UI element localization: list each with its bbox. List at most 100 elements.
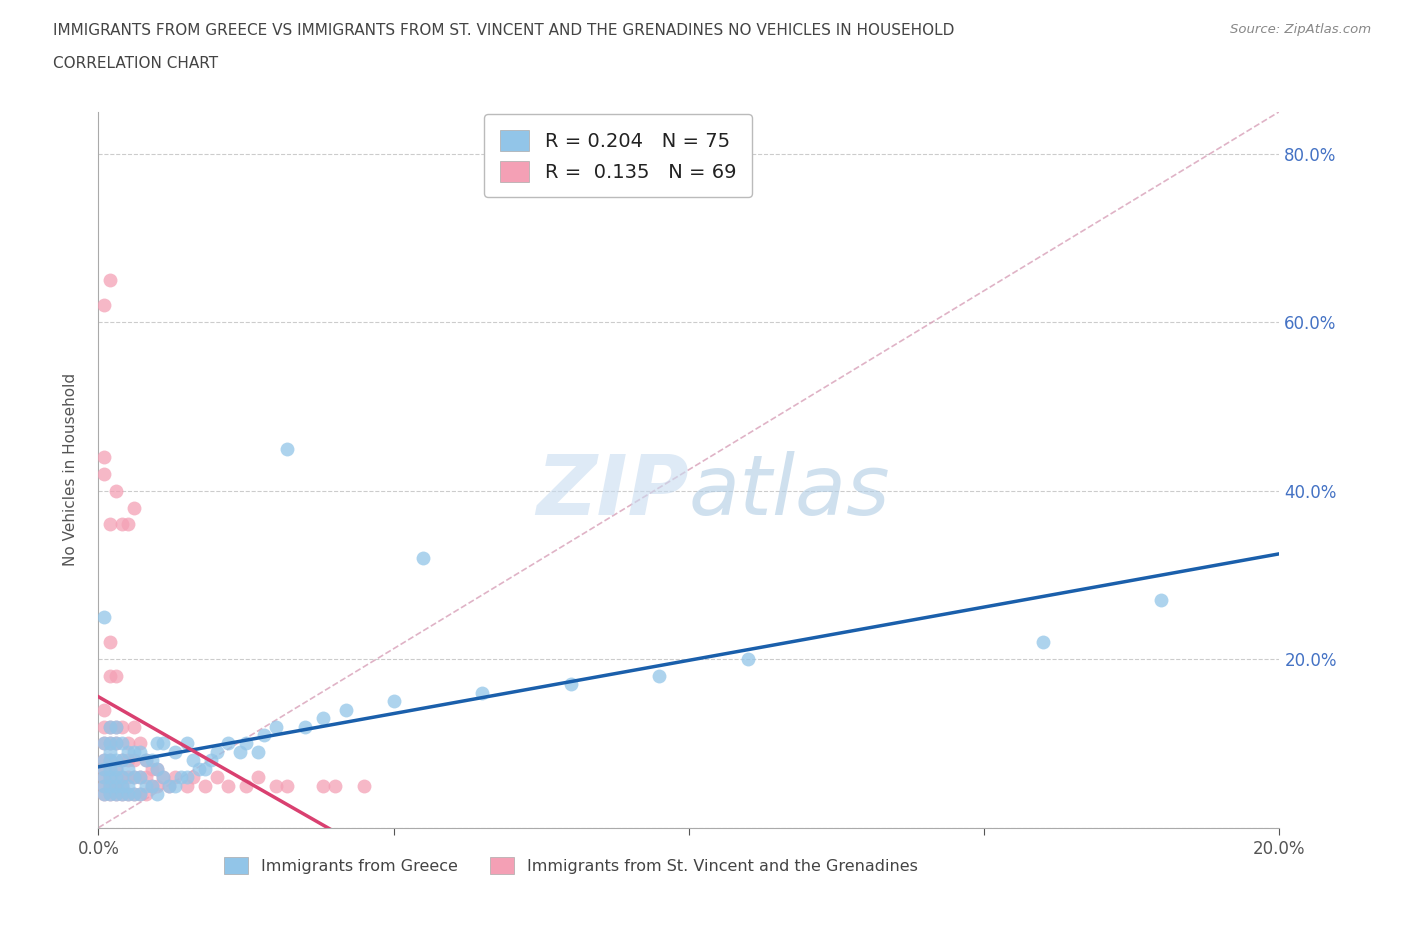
Point bbox=[111, 517, 134, 532]
Point bbox=[122, 770, 145, 785]
Point bbox=[128, 770, 150, 785]
Point bbox=[105, 736, 128, 751]
Point bbox=[105, 787, 128, 802]
Text: Source: ZipAtlas.com: Source: ZipAtlas.com bbox=[1230, 23, 1371, 36]
Point bbox=[235, 736, 257, 751]
Point bbox=[105, 762, 128, 777]
Point bbox=[648, 669, 671, 684]
Point bbox=[111, 778, 134, 793]
Point bbox=[200, 753, 222, 768]
Point bbox=[105, 778, 128, 793]
Point bbox=[128, 787, 150, 802]
Point bbox=[146, 787, 169, 802]
Point bbox=[117, 517, 139, 532]
Point bbox=[105, 719, 128, 734]
Text: IMMIGRANTS FROM GREECE VS IMMIGRANTS FROM ST. VINCENT AND THE GRENADINES NO VEHI: IMMIGRANTS FROM GREECE VS IMMIGRANTS FRO… bbox=[53, 23, 955, 38]
Point bbox=[117, 736, 139, 751]
Point bbox=[1032, 635, 1054, 650]
Point bbox=[312, 778, 335, 793]
Point bbox=[217, 778, 239, 793]
Point bbox=[93, 778, 115, 793]
Point bbox=[98, 744, 121, 759]
Point bbox=[93, 449, 115, 464]
Point bbox=[194, 762, 217, 777]
Point bbox=[128, 787, 150, 802]
Point bbox=[176, 736, 198, 751]
Point bbox=[187, 762, 209, 777]
Point bbox=[105, 484, 128, 498]
Point bbox=[93, 770, 115, 785]
Point bbox=[111, 753, 134, 768]
Point bbox=[93, 467, 115, 482]
Point bbox=[323, 778, 346, 793]
Point bbox=[412, 551, 434, 565]
Point bbox=[181, 753, 204, 768]
Point bbox=[335, 702, 357, 717]
Point bbox=[176, 770, 198, 785]
Point bbox=[105, 753, 128, 768]
Point bbox=[105, 719, 128, 734]
Point bbox=[98, 753, 121, 768]
Point bbox=[117, 778, 139, 793]
Legend: Immigrants from Greece, Immigrants from St. Vincent and the Grenadines: Immigrants from Greece, Immigrants from … bbox=[218, 850, 924, 881]
Point bbox=[165, 770, 187, 785]
Point bbox=[93, 770, 115, 785]
Point bbox=[98, 778, 121, 793]
Point bbox=[135, 753, 157, 768]
Point bbox=[141, 778, 163, 793]
Point bbox=[276, 441, 298, 456]
Point bbox=[117, 787, 139, 802]
Point bbox=[146, 778, 169, 793]
Point bbox=[176, 778, 198, 793]
Point bbox=[157, 778, 180, 793]
Point bbox=[111, 719, 134, 734]
Point bbox=[165, 778, 187, 793]
Point bbox=[93, 787, 115, 802]
Point bbox=[93, 736, 115, 751]
Point bbox=[105, 787, 128, 802]
Point bbox=[98, 736, 121, 751]
Point bbox=[98, 787, 121, 802]
Point bbox=[117, 770, 139, 785]
Point bbox=[117, 753, 139, 768]
Point bbox=[471, 685, 494, 700]
Point bbox=[98, 770, 121, 785]
Point bbox=[128, 770, 150, 785]
Point bbox=[105, 736, 128, 751]
Point bbox=[98, 770, 121, 785]
Point bbox=[122, 719, 145, 734]
Point bbox=[105, 762, 128, 777]
Point bbox=[98, 778, 121, 793]
Point bbox=[146, 762, 169, 777]
Point bbox=[276, 778, 298, 793]
Point bbox=[128, 736, 150, 751]
Point bbox=[264, 719, 287, 734]
Point bbox=[117, 762, 139, 777]
Point bbox=[98, 762, 121, 777]
Point bbox=[111, 770, 134, 785]
Point bbox=[128, 744, 150, 759]
Point bbox=[98, 787, 121, 802]
Point bbox=[98, 719, 121, 734]
Point bbox=[122, 500, 145, 515]
Point bbox=[165, 744, 187, 759]
Point bbox=[93, 762, 115, 777]
Point bbox=[152, 770, 174, 785]
Point bbox=[253, 727, 276, 742]
Text: ZIP: ZIP bbox=[536, 451, 689, 532]
Point bbox=[122, 787, 145, 802]
Point bbox=[117, 744, 139, 759]
Point bbox=[205, 744, 228, 759]
Point bbox=[737, 652, 759, 667]
Point bbox=[111, 770, 134, 785]
Point bbox=[93, 719, 115, 734]
Point bbox=[93, 753, 115, 768]
Point bbox=[152, 770, 174, 785]
Point bbox=[217, 736, 239, 751]
Point bbox=[141, 778, 163, 793]
Point bbox=[111, 753, 134, 768]
Point bbox=[157, 778, 180, 793]
Point bbox=[93, 778, 115, 793]
Text: atlas: atlas bbox=[689, 451, 890, 532]
Point bbox=[122, 770, 145, 785]
